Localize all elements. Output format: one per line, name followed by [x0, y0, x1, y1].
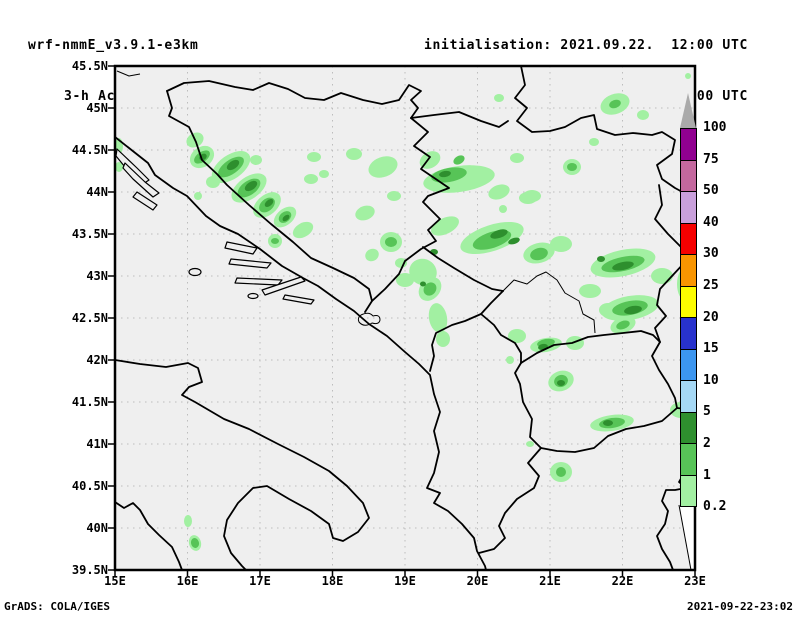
colorbar-segment	[681, 222, 696, 254]
colorbar-segment	[681, 474, 696, 506]
lat-label: 41.5N	[71, 395, 108, 409]
colorbar-segment	[681, 348, 696, 380]
grads-credit: GrADS: COLA/IGES	[4, 600, 110, 613]
lon-label: 16E	[176, 574, 199, 588]
lat-label: 42N	[86, 353, 108, 367]
lon-label: 22E	[611, 574, 634, 588]
colorbar	[680, 128, 697, 507]
colorbar-label: 2	[703, 436, 711, 451]
colorbar-label: 20	[703, 310, 719, 325]
colorbar-label: 30	[703, 246, 719, 261]
colorbar-label: 50	[703, 183, 719, 198]
domain-edge-area	[679, 505, 695, 570]
colorbar-label: 10	[703, 373, 719, 388]
axis-ticks	[108, 65, 696, 576]
kotor-bay	[357, 312, 381, 326]
coastlines	[115, 70, 695, 570]
colorbar-label: 75	[703, 152, 719, 167]
top-left-coast	[116, 70, 141, 77]
lat-label: 39.5N	[71, 563, 108, 577]
lat-label: 40N	[86, 521, 108, 535]
lat-label: 43.5N	[71, 227, 108, 241]
lat-label: 43N	[86, 269, 108, 283]
lon-label: 21E	[539, 574, 561, 588]
lat-label: 44.5N	[71, 143, 108, 157]
colorbar-segment	[681, 443, 696, 475]
precip-shading-dark	[199, 153, 642, 426]
lat-label: 45N	[86, 101, 108, 115]
lat-label: 41N	[86, 437, 108, 451]
colorbar-label: 0.2	[703, 499, 727, 514]
colorbar-segment	[681, 317, 696, 349]
colorbar-segment	[681, 254, 696, 286]
italy-west-coast	[115, 501, 183, 570]
colorbar-overflow-arrow	[680, 93, 696, 128]
domain-edge-line	[678, 504, 692, 570]
colorbar-segment	[681, 380, 696, 412]
colorbar-label: 25	[703, 278, 719, 293]
colorbar-label: 15	[703, 341, 719, 356]
colorbar-segment	[681, 129, 696, 160]
lat-label: 45.5N	[71, 59, 108, 73]
colorbar-segment	[681, 159, 696, 191]
plot-timestamp: 2021-09-22-23:02	[687, 600, 793, 613]
colorbar-label: 40	[703, 215, 719, 230]
lon-label: 19E	[394, 574, 416, 588]
colorbar-segment	[681, 411, 696, 443]
model-title: wrf-nmmE_v3.9.1-e3km	[28, 38, 199, 53]
map-plot	[108, 64, 697, 576]
kosovo-border	[502, 271, 596, 334]
colorbar-segment	[681, 191, 696, 223]
lon-label: 23E	[684, 574, 706, 588]
init-time-label: initialisation: 2021.09.22. 12:00 UTC	[423, 38, 748, 53]
lon-label: 18E	[321, 574, 344, 588]
italy-adriatic-coast	[115, 359, 370, 570]
lon-label: 17E	[249, 574, 271, 588]
lat-label: 44N	[86, 185, 108, 199]
colorbar-segment	[681, 285, 696, 317]
adriatic-islands	[115, 148, 315, 305]
greek-coast	[656, 464, 695, 570]
lon-label: 15E	[104, 574, 126, 588]
lat-label: 40.5N	[71, 479, 108, 493]
colorbar-label: 5	[703, 404, 711, 419]
lat-label: 42.5N	[71, 311, 108, 325]
lon-label: 20E	[466, 574, 489, 588]
colorbar-label: 1	[703, 468, 711, 483]
country-borders	[166, 66, 695, 554]
colorbar-label: 100	[703, 120, 727, 135]
